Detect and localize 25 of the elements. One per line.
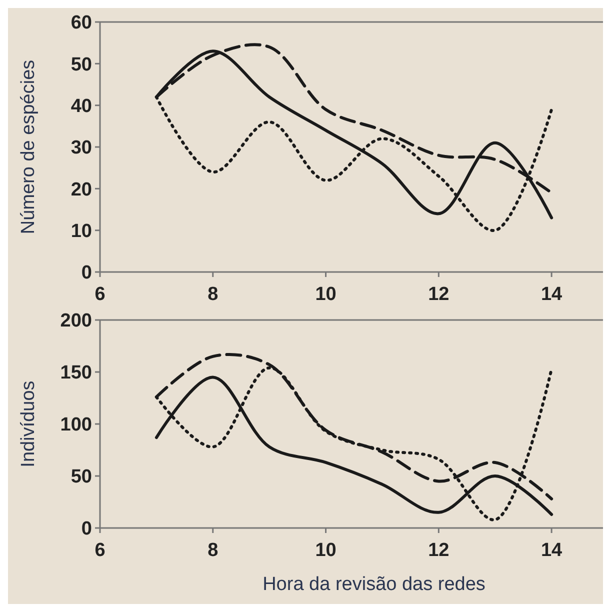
y-tick-label: 100 bbox=[60, 414, 92, 436]
y-tick-label: 0 bbox=[81, 518, 92, 540]
y-tick-label: 200 bbox=[60, 310, 92, 332]
y-tick-label: 50 bbox=[70, 54, 92, 76]
x-tick-label: 6 bbox=[94, 540, 106, 561]
x-tick-label: 12 bbox=[428, 284, 450, 305]
y-tick-label: 60 bbox=[70, 12, 92, 34]
x-axis-title: Hora da revisão das redes bbox=[262, 574, 486, 595]
y-tick-label: 0 bbox=[81, 262, 92, 284]
x-tick-label: 14 bbox=[540, 540, 563, 561]
x-tick-label: 12 bbox=[428, 540, 450, 561]
x-tick-label: 8 bbox=[208, 540, 218, 561]
y-axis-title: Número de espécies bbox=[18, 60, 39, 234]
y-tick-label: 150 bbox=[60, 362, 92, 384]
y-tick-label: 40 bbox=[70, 96, 92, 117]
x-tick-label: 6 bbox=[94, 284, 106, 305]
y-axis-title: Indivíduos bbox=[18, 380, 39, 468]
y-tick-label: 20 bbox=[70, 179, 92, 200]
y-tick-label: 10 bbox=[70, 220, 92, 242]
y-tick-label: 30 bbox=[70, 138, 92, 159]
x-tick-label: 8 bbox=[208, 284, 218, 305]
y-tick-label: 50 bbox=[70, 466, 92, 488]
x-tick-label: 10 bbox=[315, 540, 336, 561]
x-tick-label: 14 bbox=[540, 284, 563, 305]
x-tick-label: 10 bbox=[315, 284, 336, 305]
